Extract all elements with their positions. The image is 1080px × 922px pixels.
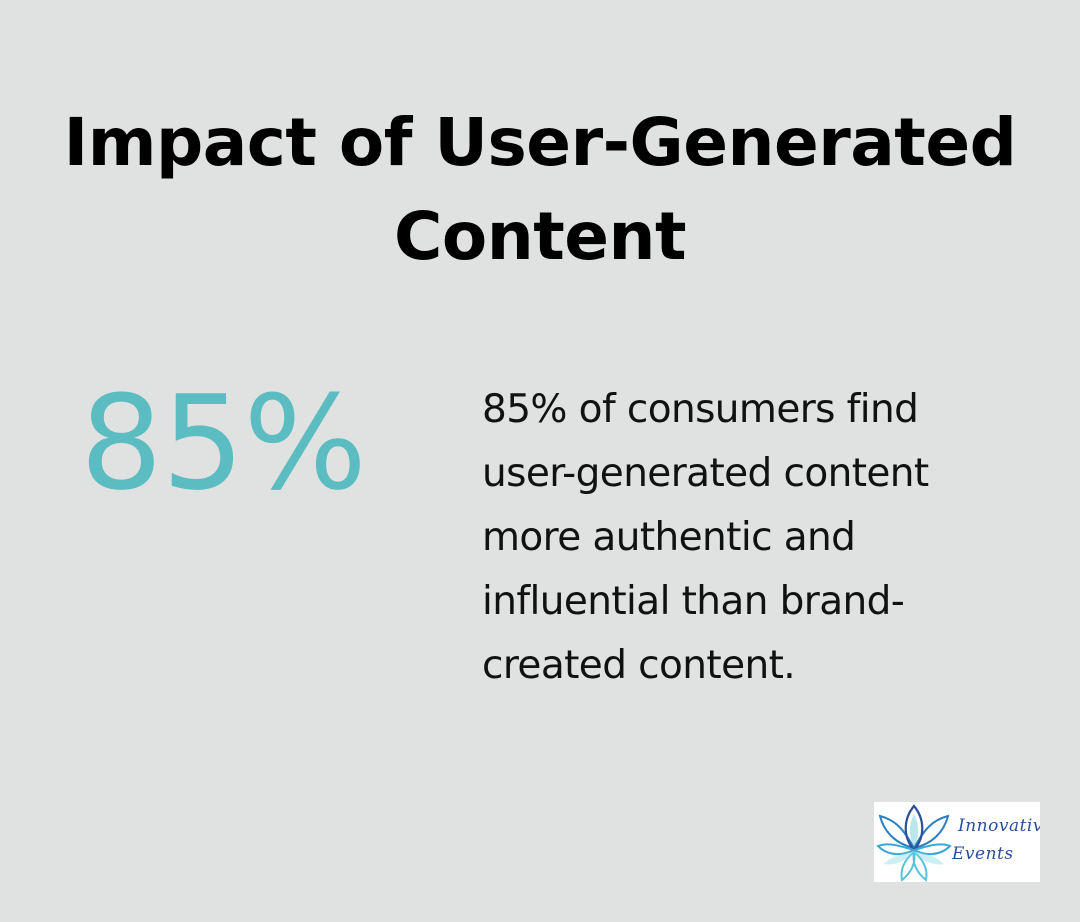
logo-text-line-2: Events (952, 844, 1014, 864)
stat-description: 85% of consumers find user-generated con… (482, 387, 929, 688)
stat-value: 85% (80, 367, 367, 519)
logo-text-line-1: Innovative (958, 816, 1040, 836)
lotus-flower-icon (876, 804, 952, 882)
brand-logo: Innovative Events (874, 802, 1040, 882)
page-title: Impact of User-Generated Content (63, 104, 1017, 275)
